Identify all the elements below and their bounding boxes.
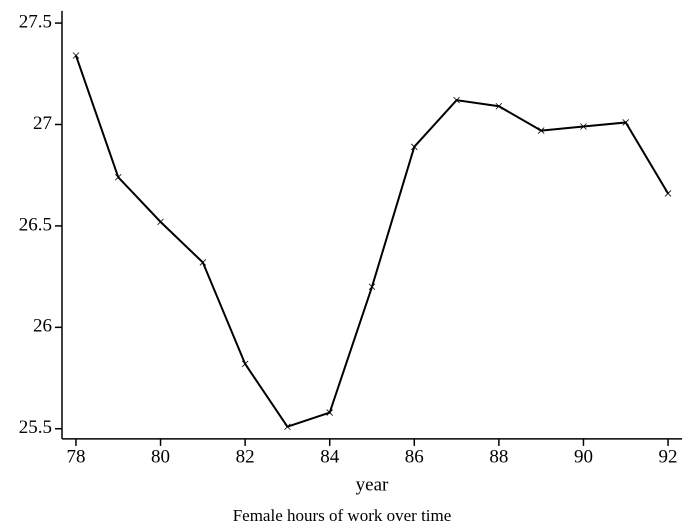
y-tick-label: 27 xyxy=(33,113,52,134)
data-point xyxy=(157,218,164,226)
data-point xyxy=(622,119,630,126)
data-point xyxy=(453,96,460,104)
x-tick-label: 78 xyxy=(66,446,85,467)
data-point xyxy=(368,283,376,291)
x-axis-label: year xyxy=(356,474,389,495)
y-tick-label: 27.5 xyxy=(19,11,52,32)
x-tick-label: 80 xyxy=(151,446,170,467)
x-tick-label: 86 xyxy=(405,446,424,467)
x-tick-label: 88 xyxy=(489,446,508,467)
x-tick-label: 92 xyxy=(659,446,678,467)
data-point xyxy=(495,102,503,110)
data-point xyxy=(664,190,672,197)
data-point xyxy=(326,409,333,416)
data-point xyxy=(284,423,291,431)
chart-caption: Female hours of work over time xyxy=(233,506,452,525)
y-tick-label: 25.5 xyxy=(19,417,52,438)
y-tick-label: 26 xyxy=(33,316,52,337)
data-point xyxy=(199,259,207,266)
x-tick-label: 82 xyxy=(236,446,255,467)
x-tick-label: 90 xyxy=(574,446,593,467)
x-tick-label: 84 xyxy=(320,446,340,467)
data-point xyxy=(580,123,587,130)
data-point xyxy=(411,143,418,151)
data-point xyxy=(241,360,249,368)
data-line xyxy=(75,55,669,428)
data-point xyxy=(114,173,122,181)
y-tick-label: 26.5 xyxy=(19,214,52,235)
data-point xyxy=(537,127,545,134)
data-point xyxy=(72,52,80,59)
